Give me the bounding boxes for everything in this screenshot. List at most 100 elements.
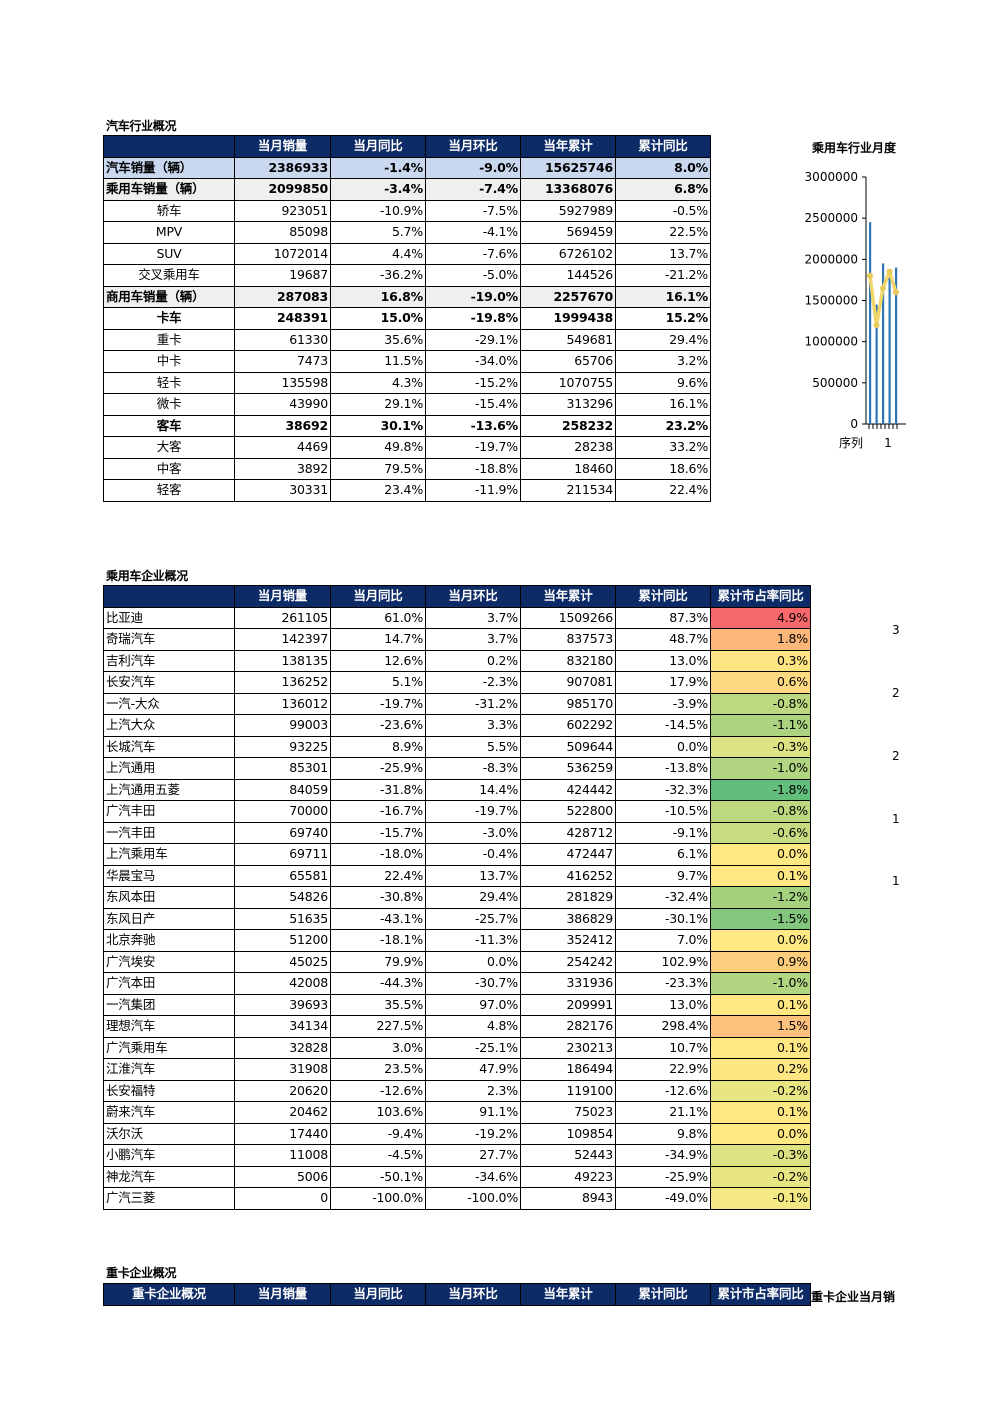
cell-value: 0 bbox=[234, 1187, 331, 1210]
market-share-change: -0.3% bbox=[710, 1144, 811, 1167]
company-name: 长安福特 bbox=[103, 1079, 235, 1102]
bar bbox=[882, 263, 885, 424]
cell-value: 282176 bbox=[520, 1015, 616, 1038]
cell-value: -34.0% bbox=[425, 350, 521, 373]
cell-value: 211534 bbox=[520, 479, 616, 502]
bar bbox=[869, 222, 872, 424]
company-name: 一汽丰田 bbox=[103, 821, 235, 844]
column-header bbox=[103, 135, 235, 158]
cell-value: 522800 bbox=[520, 800, 616, 823]
company-name: 蔚来汽车 bbox=[103, 1101, 235, 1124]
cell-value: -15.4% bbox=[425, 393, 521, 416]
cell-value: 9.8% bbox=[615, 1122, 711, 1145]
cell-value: 42008 bbox=[234, 972, 331, 995]
cell-value: 3.2% bbox=[615, 350, 711, 373]
cell-value: -34.9% bbox=[615, 1144, 711, 1167]
cell-value: -11.9% bbox=[425, 479, 521, 502]
cell-value: 99003 bbox=[234, 714, 331, 737]
cell-value: 536259 bbox=[520, 757, 616, 780]
cell-value: -32.4% bbox=[615, 886, 711, 909]
column-header: 累计同比 bbox=[615, 135, 711, 158]
cell-value: 1509266 bbox=[520, 606, 616, 629]
y-tick-label: 1500000 bbox=[805, 294, 858, 308]
cell-value: 29.4% bbox=[425, 886, 521, 909]
cell-value: -7.5% bbox=[425, 199, 521, 222]
cell-value: 331936 bbox=[520, 972, 616, 995]
table-row: 交叉乘用车 19687 -36.2% -5.0% 144526 -21.2% bbox=[103, 264, 711, 287]
cell-value: 209991 bbox=[520, 993, 616, 1016]
cell-value: 17440 bbox=[234, 1122, 331, 1145]
edge-axis-digit: 2 bbox=[892, 749, 900, 763]
cell-value: 9.7% bbox=[615, 864, 711, 887]
bar bbox=[875, 304, 878, 424]
cell-value: 298.4% bbox=[615, 1015, 711, 1038]
company-name: 小鹏汽车 bbox=[103, 1144, 235, 1167]
cell-value: 142397 bbox=[234, 628, 331, 651]
company-name: 长安汽车 bbox=[103, 671, 235, 694]
cell-value: 10.7% bbox=[615, 1036, 711, 1059]
cell-value: 4.3% bbox=[330, 371, 426, 394]
row-label: SUV bbox=[103, 242, 235, 265]
cell-value: -18.0% bbox=[330, 843, 426, 866]
cell-value: -43.1% bbox=[330, 907, 426, 930]
column-header: 当年累计 bbox=[520, 585, 616, 608]
edge-axis-digit: 3 bbox=[892, 623, 900, 637]
cell-value: 13368076 bbox=[520, 178, 616, 201]
cell-value: 13.7% bbox=[425, 864, 521, 887]
column-header: 当月销量 bbox=[234, 1283, 331, 1306]
cell-value: -100.0% bbox=[425, 1187, 521, 1210]
cell-value: 51200 bbox=[234, 929, 331, 952]
cell-value: 14.4% bbox=[425, 778, 521, 801]
y-tick-label: 3000000 bbox=[805, 170, 858, 184]
cell-value: 35.5% bbox=[330, 993, 426, 1016]
row-label: 大客 bbox=[103, 436, 235, 459]
cell-value: 3892 bbox=[234, 457, 331, 480]
column-header: 累计市占率同比 bbox=[710, 1283, 811, 1306]
company-name: 理想汽车 bbox=[103, 1015, 235, 1038]
table-row: 广汽乘用车 32828 3.0% -25.1% 230213 10.7% 0.1% bbox=[103, 1036, 811, 1059]
cell-value: 287083 bbox=[234, 285, 331, 308]
cell-value: 2.3% bbox=[425, 1079, 521, 1102]
cell-value: 22.4% bbox=[330, 864, 426, 887]
cell-value: 138135 bbox=[234, 649, 331, 672]
cell-value: 22.5% bbox=[615, 221, 711, 244]
company-name: 广汽丰田 bbox=[103, 800, 235, 823]
cell-value: 47.9% bbox=[425, 1058, 521, 1081]
table-row: 长城汽车 93225 8.9% 5.5% 509644 0.0% -0.3% bbox=[103, 735, 811, 758]
cell-value: -19.8% bbox=[425, 307, 521, 330]
row-label: 乘用车销量（辆） bbox=[103, 178, 235, 201]
table-row: 广汽三菱 0 -100.0% -100.0% 8943 -49.0% -0.1% bbox=[103, 1187, 811, 1210]
cell-value: 549681 bbox=[520, 328, 616, 351]
cell-value: 2257670 bbox=[520, 285, 616, 308]
cell-value: -10.9% bbox=[330, 199, 426, 222]
cell-value: 0.0% bbox=[425, 950, 521, 973]
cell-value: 313296 bbox=[520, 393, 616, 416]
cell-value: -3.9% bbox=[615, 692, 711, 715]
column-header: 当月销量 bbox=[234, 135, 331, 158]
market-share-change: 0.3% bbox=[710, 649, 811, 672]
cell-value: 136252 bbox=[234, 671, 331, 694]
cell-value: -44.3% bbox=[330, 972, 426, 995]
cell-value: 569459 bbox=[520, 221, 616, 244]
cell-value: -19.0% bbox=[425, 285, 521, 308]
cell-value: 5.1% bbox=[330, 671, 426, 694]
cell-value: -8.3% bbox=[425, 757, 521, 780]
market-share-change: 1.8% bbox=[710, 628, 811, 651]
table-row: 卡车 248391 15.0% -19.8% 1999438 15.2% bbox=[103, 307, 711, 330]
cell-value: -14.5% bbox=[615, 714, 711, 737]
table-row: 长安福特 20620 -12.6% 2.3% 119100 -12.6% -0.2% bbox=[103, 1079, 811, 1102]
cell-value: 39693 bbox=[234, 993, 331, 1016]
column-header bbox=[103, 585, 235, 608]
cell-value: 16.1% bbox=[615, 393, 711, 416]
cell-value: -7.4% bbox=[425, 178, 521, 201]
cell-value: 79.5% bbox=[330, 457, 426, 480]
cell-value: 12.6% bbox=[330, 649, 426, 672]
cell-value: 4.4% bbox=[330, 242, 426, 265]
cell-value: 97.0% bbox=[425, 993, 521, 1016]
cell-value: 837573 bbox=[520, 628, 616, 651]
cell-value: 61.0% bbox=[330, 606, 426, 629]
cell-value: 907081 bbox=[520, 671, 616, 694]
cell-value: -11.3% bbox=[425, 929, 521, 952]
company-name: 北京奔驰 bbox=[103, 929, 235, 952]
cell-value: 30331 bbox=[234, 479, 331, 502]
